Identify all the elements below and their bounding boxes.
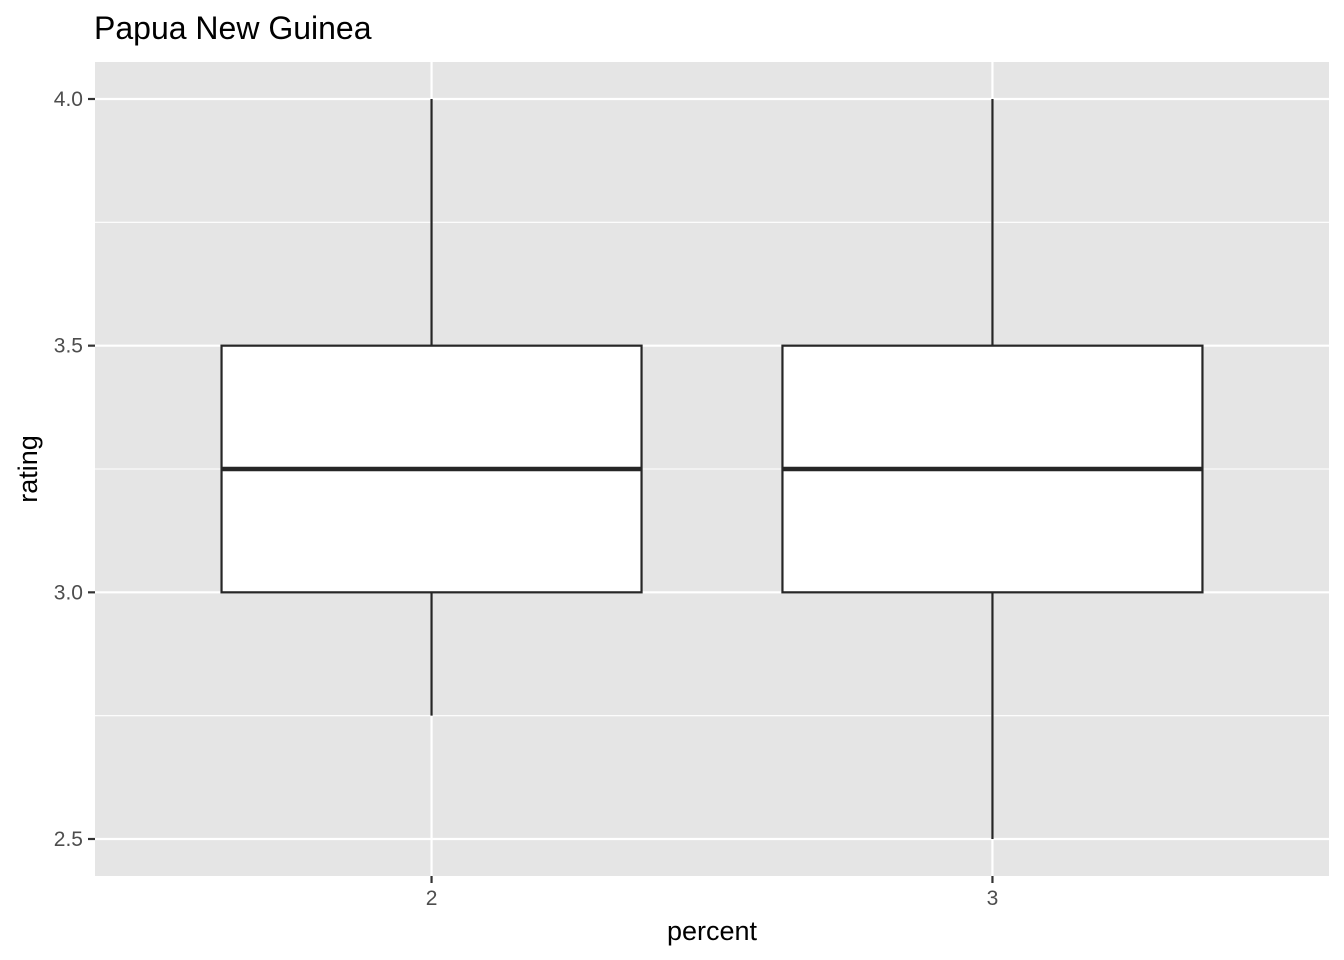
x-tick-label: 3 [987, 887, 999, 910]
y-tick-label: 3.0 [54, 581, 83, 604]
box-group-2 [220, 99, 643, 716]
x-axis-title: percent [667, 916, 758, 946]
y-axis: 2.5 3.0 3.5 4.0 [54, 88, 95, 851]
y-tick-label: 4.0 [54, 88, 83, 111]
y-axis-title: rating [13, 435, 43, 503]
y-tick-label: 2.5 [54, 828, 83, 851]
y-tick-label: 3.5 [54, 335, 83, 358]
chart-title: Papua New Guinea [94, 10, 372, 46]
box-group-3 [781, 99, 1204, 839]
x-tick-label: 2 [426, 887, 438, 910]
boxes-layer [220, 99, 1204, 839]
